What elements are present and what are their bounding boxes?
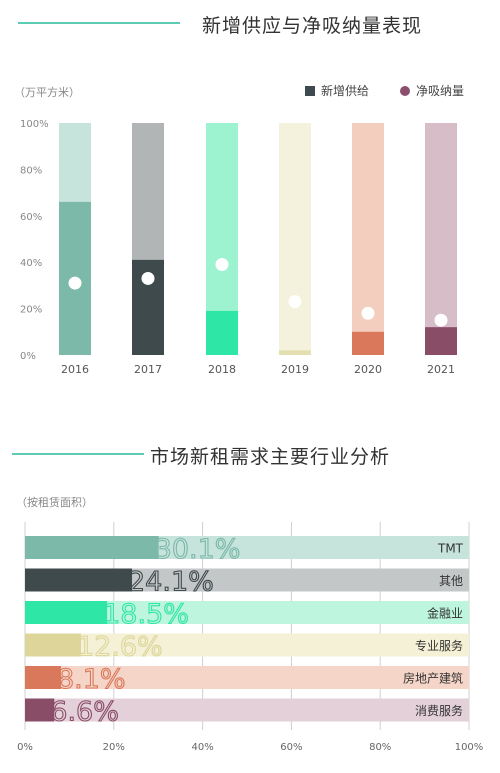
title-accent-line-2 bbox=[12, 453, 144, 455]
value-label: 6.6% bbox=[50, 697, 119, 728]
x-tick-label: 2021 bbox=[427, 363, 455, 376]
value-label: 8.1% bbox=[57, 664, 126, 695]
x-tick-label: 2020 bbox=[354, 363, 382, 376]
x-tick-label: 2017 bbox=[134, 363, 162, 376]
category-label: 消费服务 bbox=[415, 703, 463, 718]
absorption-point bbox=[361, 306, 375, 320]
legend-supply-swatch bbox=[305, 85, 315, 96]
legend-absorption-label: 净吸纳量 bbox=[416, 84, 465, 98]
y-tick-label: 0% bbox=[20, 351, 36, 362]
category-bar bbox=[25, 633, 81, 657]
y-tick-label: 60% bbox=[20, 212, 42, 223]
absorption-point bbox=[434, 313, 448, 327]
legend-absorption-swatch bbox=[400, 85, 410, 96]
x-tick-label: 60% bbox=[280, 742, 302, 753]
chart2-title: 市场新租需求主要行业分析 bbox=[150, 446, 391, 468]
legend-supply: 新增供给 bbox=[305, 82, 369, 99]
category-label: 其他 bbox=[439, 574, 463, 588]
chart1-title: 新增供应与净吸纳量表现 bbox=[202, 15, 423, 37]
supply-bar bbox=[425, 327, 457, 355]
title-accent-line-1 bbox=[18, 22, 180, 24]
value-label: 12.6% bbox=[77, 632, 163, 663]
absorption-point bbox=[288, 295, 302, 309]
x-tick-label: 20% bbox=[103, 742, 125, 753]
bar-background bbox=[25, 698, 469, 722]
x-tick-label: 40% bbox=[191, 742, 213, 753]
y-tick-label: 80% bbox=[20, 165, 42, 176]
category-bar bbox=[25, 601, 108, 624]
value-label: 30.1% bbox=[155, 534, 241, 565]
x-tick-label: 2019 bbox=[281, 363, 309, 376]
legend-absorption: 净吸纳量 bbox=[400, 82, 464, 99]
y-tick-label: 100% bbox=[20, 119, 49, 130]
bar-background bbox=[25, 568, 469, 592]
category-label: 专业服务 bbox=[415, 638, 463, 653]
value-label: 18.5% bbox=[103, 599, 189, 630]
bar-background bbox=[25, 633, 469, 657]
bar-background bbox=[279, 123, 311, 355]
supply-bar bbox=[206, 310, 238, 355]
x-tick-label: 0% bbox=[17, 742, 33, 753]
bar-background bbox=[352, 123, 384, 355]
legend-supply-label: 新增供给 bbox=[321, 84, 370, 98]
absorption-point bbox=[215, 258, 229, 272]
supply-bar bbox=[352, 331, 384, 355]
absorption-point bbox=[68, 276, 82, 290]
chart2-svg: 30.1% TMT 24.1% 其他 18.5% 金融业 12.6% 专业服务 8.1% 房地产建… bbox=[17, 522, 484, 753]
category-bar bbox=[25, 536, 159, 559]
y-tick-label: 20% bbox=[20, 305, 42, 316]
category-label: 金融业 bbox=[427, 606, 463, 621]
bar-background bbox=[25, 666, 469, 689]
x-tick-label: 100% bbox=[455, 742, 484, 753]
y-tick-label: 40% bbox=[20, 258, 42, 269]
bar-background bbox=[25, 601, 469, 624]
chart1-svg: 0% 20% 40% 60% 80% 100% 2016 2017 2018 2019 2020 20… bbox=[20, 119, 457, 376]
value-label: 24.1% bbox=[128, 567, 214, 598]
x-tick-label: 2018 bbox=[208, 363, 236, 376]
chart1-unit-label: （万平方米） bbox=[14, 86, 80, 99]
chart2-unit-label: （按租赁面积） bbox=[16, 496, 93, 509]
category-bar bbox=[25, 698, 55, 722]
category-bar bbox=[25, 666, 61, 689]
x-tick-label: 2016 bbox=[61, 363, 89, 376]
category-bar bbox=[25, 568, 133, 592]
supply-bar bbox=[279, 350, 311, 355]
category-label: TMT bbox=[437, 542, 464, 556]
category-label: 房地产建筑 bbox=[403, 671, 463, 686]
x-tick-label: 80% bbox=[369, 742, 391, 753]
absorption-point bbox=[141, 271, 155, 285]
